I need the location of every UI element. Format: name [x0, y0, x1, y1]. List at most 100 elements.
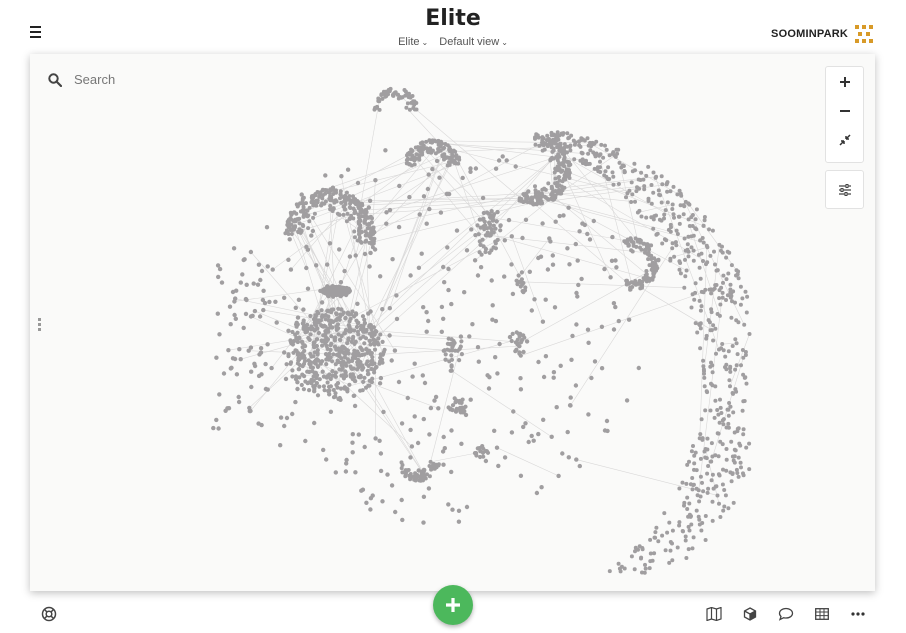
graph-node[interactable] [328, 325, 333, 330]
graph-node[interactable] [372, 347, 378, 352]
graph-node[interactable] [723, 354, 728, 359]
graph-node[interactable] [364, 329, 369, 334]
graph-node[interactable] [484, 210, 490, 215]
graph-node[interactable] [351, 334, 356, 339]
graph-node[interactable] [442, 348, 447, 353]
graph-node[interactable] [346, 337, 351, 343]
graph-node[interactable] [380, 307, 385, 312]
graph-node[interactable] [691, 233, 696, 238]
graph-node[interactable] [324, 188, 329, 193]
graph-node[interactable] [671, 184, 676, 189]
comments-button[interactable] [778, 606, 794, 622]
graph-node[interactable] [704, 456, 709, 461]
graph-node[interactable] [338, 397, 343, 402]
graph-node[interactable] [385, 472, 390, 477]
graph-node[interactable] [701, 358, 706, 363]
graph-node[interactable] [685, 507, 690, 511]
graph-node[interactable] [617, 160, 622, 165]
graph-node[interactable] [580, 151, 585, 156]
graph-node[interactable] [483, 246, 488, 252]
graph-node[interactable] [509, 430, 515, 435]
graph-node[interactable] [305, 381, 310, 386]
graph-node[interactable] [702, 369, 706, 374]
graph-node[interactable] [656, 257, 661, 262]
graph-node[interactable] [247, 405, 252, 411]
graph-node[interactable] [589, 375, 594, 381]
graph-node[interactable] [377, 97, 382, 102]
graph-node[interactable] [643, 562, 647, 567]
graph-node[interactable] [412, 102, 417, 107]
graph-node[interactable] [725, 293, 730, 298]
graph-node[interactable] [535, 200, 540, 205]
graph-node[interactable] [357, 231, 362, 237]
graph-node[interactable] [603, 143, 607, 148]
graph-node[interactable] [227, 304, 233, 309]
graph-node[interactable] [451, 148, 456, 153]
graph-node[interactable] [293, 374, 298, 379]
graph-node[interactable] [368, 507, 373, 512]
graph-node[interactable] [660, 241, 665, 246]
graph-node[interactable] [649, 215, 654, 220]
graph-node[interactable] [463, 404, 468, 409]
graph-node[interactable] [703, 538, 708, 542]
graph-node[interactable] [569, 357, 574, 362]
graph-node[interactable] [446, 266, 451, 272]
graph-node[interactable] [647, 566, 652, 571]
graph-node[interactable] [694, 468, 699, 473]
graph-node[interactable] [290, 411, 295, 417]
graph-node[interactable] [496, 158, 502, 163]
graph-node[interactable] [387, 207, 393, 213]
graph-node[interactable] [740, 348, 745, 352]
graph-node[interactable] [282, 350, 287, 355]
graph-node[interactable] [300, 196, 305, 201]
graph-node[interactable] [470, 322, 475, 327]
graph-node[interactable] [354, 324, 360, 330]
graph-node[interactable] [311, 317, 317, 322]
graph-node[interactable] [740, 296, 745, 301]
graph-node[interactable] [323, 317, 328, 322]
graph-node[interactable] [701, 489, 706, 494]
graph-node[interactable] [377, 107, 382, 112]
graph-node[interactable] [409, 157, 414, 162]
graph-node[interactable] [649, 243, 654, 248]
graph-node[interactable] [421, 416, 426, 422]
graph-node[interactable] [659, 174, 664, 179]
graph-node[interactable] [498, 223, 503, 228]
graph-node[interactable] [243, 296, 249, 302]
graph-node[interactable] [216, 426, 221, 431]
graph-node[interactable] [728, 369, 733, 374]
graph-node[interactable] [693, 290, 698, 295]
graph-node[interactable] [663, 548, 668, 553]
graph-node[interactable] [728, 404, 733, 409]
graph-node[interactable] [726, 506, 731, 511]
graph-node[interactable] [533, 194, 538, 199]
graph-node[interactable] [324, 375, 330, 380]
graph-node[interactable] [629, 248, 634, 253]
graph-node[interactable] [290, 374, 295, 379]
graph-node[interactable] [302, 343, 307, 348]
graph-node[interactable] [306, 226, 311, 231]
graph-node[interactable] [441, 462, 446, 467]
graph-node[interactable] [442, 280, 447, 285]
graph-node[interactable] [684, 481, 689, 486]
graph-node[interactable] [432, 398, 437, 403]
graph-node[interactable] [348, 364, 353, 369]
graph-node[interactable] [711, 338, 716, 343]
graph-node[interactable] [489, 209, 494, 214]
graph-node[interactable] [311, 360, 316, 365]
graph-node[interactable] [568, 143, 573, 148]
graph-node[interactable] [322, 388, 327, 393]
graph-node[interactable] [691, 535, 696, 540]
graph-node[interactable] [282, 295, 287, 300]
graph-node[interactable] [701, 223, 706, 228]
graph-node[interactable] [733, 300, 737, 305]
graph-node[interactable] [452, 161, 457, 165]
graph-node[interactable] [515, 341, 520, 346]
graph-node[interactable] [308, 332, 313, 337]
graph-node[interactable] [221, 371, 227, 376]
help-button[interactable] [41, 606, 57, 627]
graph-node[interactable] [716, 454, 721, 459]
graph-node[interactable] [476, 359, 481, 364]
graph-node[interactable] [649, 201, 654, 206]
graph-node[interactable] [706, 486, 711, 491]
